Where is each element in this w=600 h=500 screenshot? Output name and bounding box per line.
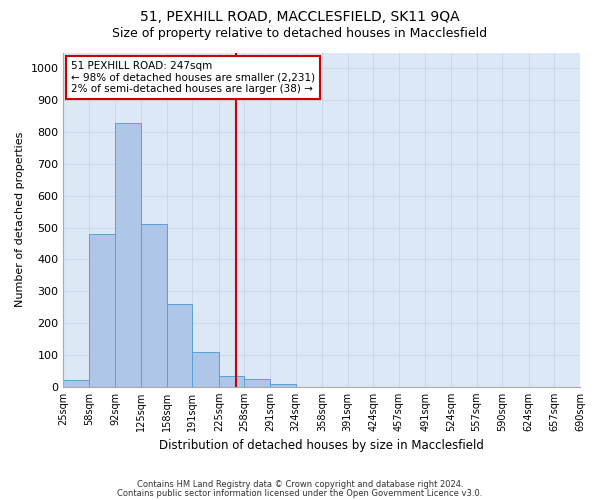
Bar: [141, 224, 167, 387]
Bar: [167, 304, 193, 387]
Text: Contains HM Land Registry data © Crown copyright and database right 2024.: Contains HM Land Registry data © Crown c…: [137, 480, 463, 489]
Bar: [89, 234, 115, 387]
Bar: [244, 379, 270, 387]
Text: Contains public sector information licensed under the Open Government Licence v3: Contains public sector information licen…: [118, 490, 482, 498]
X-axis label: Distribution of detached houses by size in Macclesfield: Distribution of detached houses by size …: [159, 440, 484, 452]
Bar: [64, 380, 89, 387]
Y-axis label: Number of detached properties: Number of detached properties: [15, 132, 25, 308]
Bar: [270, 384, 296, 387]
Text: 51, PEXHILL ROAD, MACCLESFIELD, SK11 9QA: 51, PEXHILL ROAD, MACCLESFIELD, SK11 9QA: [140, 10, 460, 24]
Bar: [115, 122, 141, 387]
Text: 51 PEXHILL ROAD: 247sqm
← 98% of detached houses are smaller (2,231)
2% of semi-: 51 PEXHILL ROAD: 247sqm ← 98% of detache…: [71, 61, 315, 94]
Text: Size of property relative to detached houses in Macclesfield: Size of property relative to detached ho…: [112, 28, 488, 40]
Bar: [219, 376, 244, 387]
Bar: [193, 352, 219, 387]
